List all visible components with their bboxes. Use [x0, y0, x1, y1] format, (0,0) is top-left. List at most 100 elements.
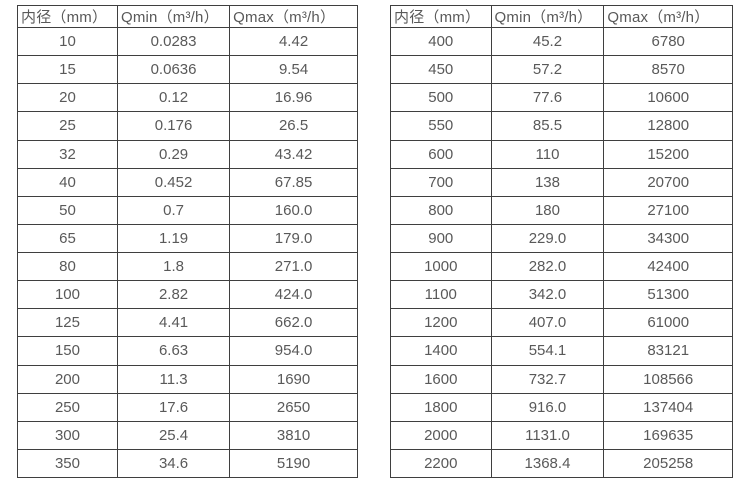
qmin-cell: 77.6: [490, 83, 605, 113]
qmin-cell: 138: [490, 167, 605, 197]
table-row: 300 25.4 3810: [17, 420, 358, 450]
qmin-cell: 1368.4: [490, 448, 605, 479]
table-row: 125 4.41 662.0: [17, 308, 358, 338]
qmax-cell: 43.42: [229, 139, 358, 169]
qmin-cell: 0.29: [116, 139, 231, 169]
qmin-cell: 0.0283: [116, 26, 231, 57]
diameter-cell: 550: [390, 111, 492, 141]
table-row: 450 57.2 8570: [390, 55, 733, 85]
diameter-cell: 1200: [390, 308, 492, 338]
table-body: 400 45.2 6780 450 57.2 8570 500 77.6 10600 550 85.…: [390, 26, 733, 479]
diameter-cell: 125: [17, 308, 118, 338]
flow-table-small-diameters: 内径（mm） Qmin（m³/h） Qmax（m³/h） 10 0.0283 4.42 1…: [17, 5, 358, 479]
qmin-cell: 6.63: [116, 336, 231, 366]
table-row: 40 0.452 67.85: [17, 167, 358, 197]
qmax-cell: 16.96: [229, 83, 358, 113]
qmax-cell: 4.42: [229, 26, 358, 57]
diameter-cell: 2200: [390, 448, 492, 479]
qmin-cell: 0.176: [116, 111, 231, 141]
qmin-cell: 0.12: [116, 83, 231, 113]
qmax-cell: 424.0: [229, 280, 358, 310]
qmin-cell: 916.0: [490, 392, 605, 422]
qmax-cell: 3810: [229, 420, 358, 450]
table-row: 200 11.3 1690: [17, 364, 358, 394]
diameter-cell: 800: [390, 195, 492, 225]
diameter-cell: 250: [17, 392, 118, 422]
qmax-cell: 954.0: [229, 336, 358, 366]
table-row: 32 0.29 43.42: [17, 139, 358, 169]
table-row: 15 0.0636 9.54: [17, 55, 358, 85]
qmax-cell: 160.0: [229, 195, 358, 225]
column-header-qmax: Qmax（m³/h）: [603, 5, 733, 28]
table-row: 2200 1368.4 205258: [390, 448, 733, 479]
diameter-cell: 200: [17, 364, 118, 394]
qmax-cell: 179.0: [229, 223, 358, 254]
qmin-cell: 57.2: [490, 55, 605, 85]
qmax-cell: 12800: [603, 111, 733, 141]
column-header-diameter: 内径（mm）: [17, 5, 118, 28]
qmin-cell: 1131.0: [490, 420, 605, 450]
table-row: 80 1.8 271.0: [17, 251, 358, 282]
diameter-cell: 600: [390, 139, 492, 169]
table-row: 2000 1131.0 169635: [390, 420, 733, 450]
qmin-cell: 554.1: [490, 336, 605, 366]
diameter-cell: 700: [390, 167, 492, 197]
header-row: 内径（mm） Qmin（m³/h） Qmax（m³/h）: [17, 5, 358, 28]
table-row: 25 0.176 26.5: [17, 111, 358, 141]
qmin-cell: 0.7: [116, 195, 231, 225]
qmax-cell: 9.54: [229, 55, 358, 85]
qmin-cell: 180: [490, 195, 605, 225]
qmax-cell: 10600: [603, 83, 733, 113]
table-row: 1600 732.7 108566: [390, 364, 733, 394]
diameter-cell: 1000: [390, 251, 492, 282]
qmin-cell: 1.8: [116, 251, 231, 282]
qmin-cell: 2.82: [116, 280, 231, 310]
table-row: 900 229.0 34300: [390, 223, 733, 254]
table-header: 内径（mm） Qmin（m³/h） Qmax（m³/h）: [390, 5, 733, 28]
table-row: 65 1.19 179.0: [17, 223, 358, 254]
qmax-cell: 169635: [603, 420, 733, 450]
diameter-cell: 1800: [390, 392, 492, 422]
diameter-cell: 10: [17, 26, 118, 57]
diameter-cell: 2000: [390, 420, 492, 450]
qmin-cell: 4.41: [116, 308, 231, 338]
qmax-cell: 42400: [603, 251, 733, 282]
qmax-cell: 6780: [603, 26, 733, 57]
qmin-cell: 34.6: [116, 448, 231, 479]
diameter-cell: 40: [17, 167, 118, 197]
table-row: 1000 282.0 42400: [390, 251, 733, 282]
diameter-cell: 1100: [390, 280, 492, 310]
table-row: 100 2.82 424.0: [17, 280, 358, 310]
qmin-cell: 25.4: [116, 420, 231, 450]
table-row: 1800 916.0 137404: [390, 392, 733, 422]
table-row: 800 180 27100: [390, 195, 733, 225]
table-header: 内径（mm） Qmin（m³/h） Qmax（m³/h）: [17, 5, 358, 28]
table-row: 50 0.7 160.0: [17, 195, 358, 225]
qmin-cell: 282.0: [490, 251, 605, 282]
qmin-cell: 45.2: [490, 26, 605, 57]
table-row: 400 45.2 6780: [390, 26, 733, 57]
qmax-cell: 8570: [603, 55, 733, 85]
qmin-cell: 110: [490, 139, 605, 169]
table-body: 10 0.0283 4.42 15 0.0636 9.54 20 0.12 16.96 25 0.1…: [17, 26, 358, 479]
qmax-cell: 26.5: [229, 111, 358, 141]
diameter-cell: 350: [17, 448, 118, 479]
diameter-cell: 50: [17, 195, 118, 225]
qmax-cell: 2650: [229, 392, 358, 422]
qmin-cell: 0.452: [116, 167, 231, 197]
diameter-cell: 25: [17, 111, 118, 141]
qmin-cell: 11.3: [116, 364, 231, 394]
diameter-cell: 450: [390, 55, 492, 85]
qmin-cell: 732.7: [490, 364, 605, 394]
column-header-qmin: Qmin（m³/h）: [116, 5, 231, 28]
qmax-cell: 205258: [603, 448, 733, 479]
diameter-cell: 32: [17, 139, 118, 169]
diameter-cell: 1600: [390, 364, 492, 394]
diameter-cell: 300: [17, 420, 118, 450]
qmax-cell: 662.0: [229, 308, 358, 338]
qmin-cell: 229.0: [490, 223, 605, 254]
table-row: 10 0.0283 4.42: [17, 26, 358, 57]
qmax-cell: 271.0: [229, 251, 358, 282]
diameter-cell: 500: [390, 83, 492, 113]
